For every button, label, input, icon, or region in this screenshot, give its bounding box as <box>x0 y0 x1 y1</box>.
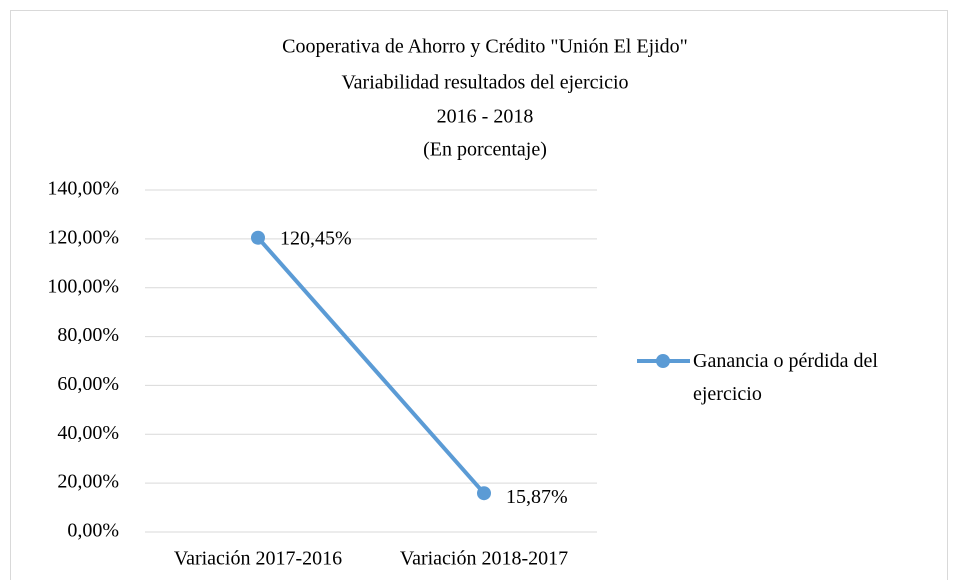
y-tick-label: 60,00% <box>57 373 119 395</box>
y-tick-label: 140,00% <box>47 178 119 200</box>
y-tick-label: 40,00% <box>57 422 119 444</box>
y-tick-label: 100,00% <box>47 275 119 297</box>
chart-title: Variabilidad resultados del ejercicio <box>341 72 628 94</box>
chart-title: 2016 - 2018 <box>437 106 534 128</box>
legend-label: Ganancia o pérdida del ejercicio <box>693 350 878 405</box>
data-label: 15,87% <box>506 486 568 508</box>
chart-title: Cooperativa de Ahorro y Crédito "Unión E… <box>282 36 688 58</box>
data-label: 120,45% <box>280 227 352 249</box>
y-tick-label: 0,00% <box>67 520 119 542</box>
chart-border <box>10 10 948 580</box>
chart-title: (En porcentaje) <box>423 139 547 161</box>
legend-marker <box>656 354 670 368</box>
y-tick-label: 80,00% <box>57 324 119 346</box>
line-series <box>256 236 486 495</box>
y-tick-label: 120,00% <box>47 226 119 248</box>
x-tick-label: Variación 2017-2016 <box>174 548 342 570</box>
data-point <box>477 486 491 501</box>
y-tick-label: 20,00% <box>57 471 119 493</box>
data-point <box>251 230 265 245</box>
x-tick-label: Variación 2018-2017 <box>400 548 568 570</box>
